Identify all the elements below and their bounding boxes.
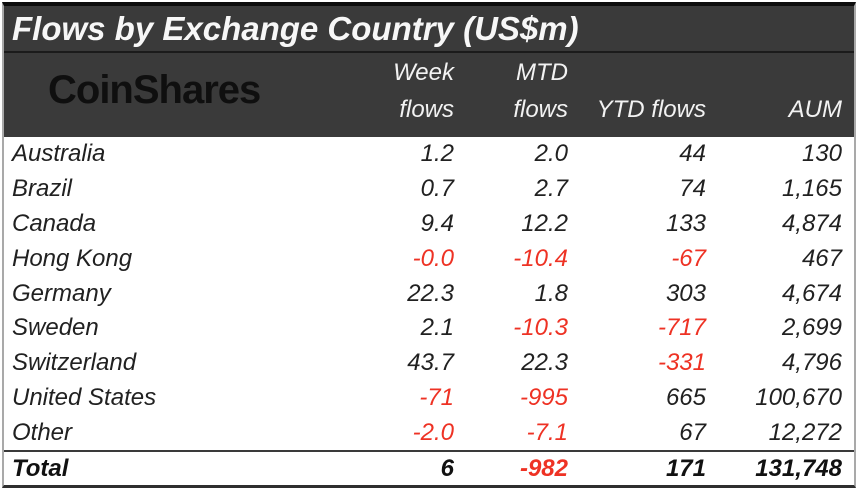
table-row: Sweden 2.1 -10.3 -717 2,699 [4, 311, 854, 346]
col-header-line: Week [393, 59, 454, 86]
cell-ytd-flows: -717 [657, 314, 706, 342]
cell-ytd-flows: -67 [671, 244, 706, 272]
cell-total-ytd-flows: 171 [665, 454, 706, 482]
col-header-line: AUM [788, 96, 842, 123]
cell-country: Sweden [12, 314, 99, 342]
cell-mtd-flows: -7.1 [526, 418, 568, 446]
cell-ytd-flows: 74 [679, 175, 706, 203]
cell-mtd-flows: 2.7 [534, 175, 568, 203]
cell-ytd-flows: 44 [679, 140, 706, 168]
cell-week-flows: 2.1 [420, 314, 454, 342]
cell-week-flows: -2.0 [412, 418, 454, 446]
cell-mtd-flows: -995 [519, 383, 568, 411]
cell-country: United States [12, 383, 157, 411]
cell-week-flows: 22.3 [407, 279, 454, 307]
cell-week-flows: 43.7 [407, 349, 454, 377]
col-header-line: flows [399, 96, 454, 123]
total-row: Total 6 -982 171 131,748 [4, 450, 854, 485]
cell-mtd-flows: 22.3 [521, 349, 568, 377]
cell-total-mtd-flows: -982 [519, 454, 568, 482]
coinshares-logo: CoinShares [48, 68, 261, 112]
cell-aum: 12,272 [768, 418, 842, 446]
column-header-row: CoinShares Week flows MTD flows YTD flow… [4, 53, 854, 137]
col-header-week-flows: Week flows [322, 54, 454, 128]
cell-country: Australia [12, 140, 106, 168]
cell-aum: 130 [801, 140, 842, 168]
cell-aum: 467 [801, 244, 842, 272]
cell-aum: 4,674 [781, 279, 842, 307]
cell-ytd-flows: 665 [665, 383, 706, 411]
cell-mtd-flows: 1.8 [534, 279, 568, 307]
col-header-ytd-flows: YTD flows [568, 91, 706, 128]
cell-ytd-flows: 67 [679, 418, 706, 446]
cell-mtd-flows: 12.2 [521, 209, 568, 237]
table-row: Canada 9.4 12.2 133 4,874 [4, 207, 854, 242]
cell-aum: 4,874 [781, 209, 842, 237]
cell-aum: 2,699 [781, 314, 842, 342]
cell-country: Canada [12, 209, 97, 237]
table-row: Hong Kong -0.0 -10.4 -67 467 [4, 241, 854, 276]
table-row: Germany 22.3 1.8 303 4,674 [4, 276, 854, 311]
col-header-mtd-flows: MTD flows [454, 54, 568, 128]
cell-ytd-flows: 133 [665, 209, 706, 237]
table-row: United States -71 -995 665 100,670 [4, 380, 854, 415]
cell-aum: 4,796 [781, 349, 842, 377]
cell-ytd-flows: -331 [657, 349, 706, 377]
cell-ytd-flows: 303 [665, 279, 706, 307]
logo-cell: CoinShares [4, 68, 322, 113]
cell-week-flows: 1.2 [420, 140, 454, 168]
col-header-aum: AUM [706, 91, 854, 128]
cell-aum: 1,165 [781, 175, 842, 203]
cell-country: Germany [12, 279, 111, 307]
table-row: Other -2.0 -7.1 67 12,272 [4, 415, 854, 450]
cell-week-flows: 0.7 [420, 175, 454, 203]
table-row: Brazil 0.7 2.7 74 1,165 [4, 172, 854, 207]
col-header-line: MTD [516, 59, 568, 86]
cell-mtd-flows: -10.4 [513, 244, 568, 272]
cell-week-flows: -71 [419, 383, 454, 411]
col-header-line: flows [513, 96, 568, 123]
cell-mtd-flows: -10.3 [513, 314, 568, 342]
table-row: Switzerland 43.7 22.3 -331 4,796 [4, 346, 854, 381]
cell-total-week-flows: 6 [440, 454, 454, 482]
cell-week-flows: 9.4 [420, 209, 454, 237]
cell-total-aum: 131,748 [755, 454, 842, 482]
table-body: Australia 1.2 2.0 44 130 Brazil 0.7 2.7 … [4, 137, 854, 450]
cell-aum: 100,670 [755, 383, 842, 411]
table-header: Flows by Exchange Country (US$m) CoinSha… [4, 6, 854, 137]
cell-country: Other [12, 418, 73, 446]
cell-country: Brazil [12, 175, 73, 203]
cell-mtd-flows: 2.0 [534, 140, 568, 168]
table-row: Australia 1.2 2.0 44 130 [4, 137, 854, 172]
cell-country: Hong Kong [12, 244, 133, 272]
cell-total-label: Total [12, 454, 69, 482]
page-title: Flows by Exchange Country (US$m) [4, 6, 854, 53]
cell-country: Switzerland [12, 349, 137, 377]
col-header-line: YTD flows [596, 96, 706, 123]
cell-week-flows: -0.0 [412, 244, 454, 272]
